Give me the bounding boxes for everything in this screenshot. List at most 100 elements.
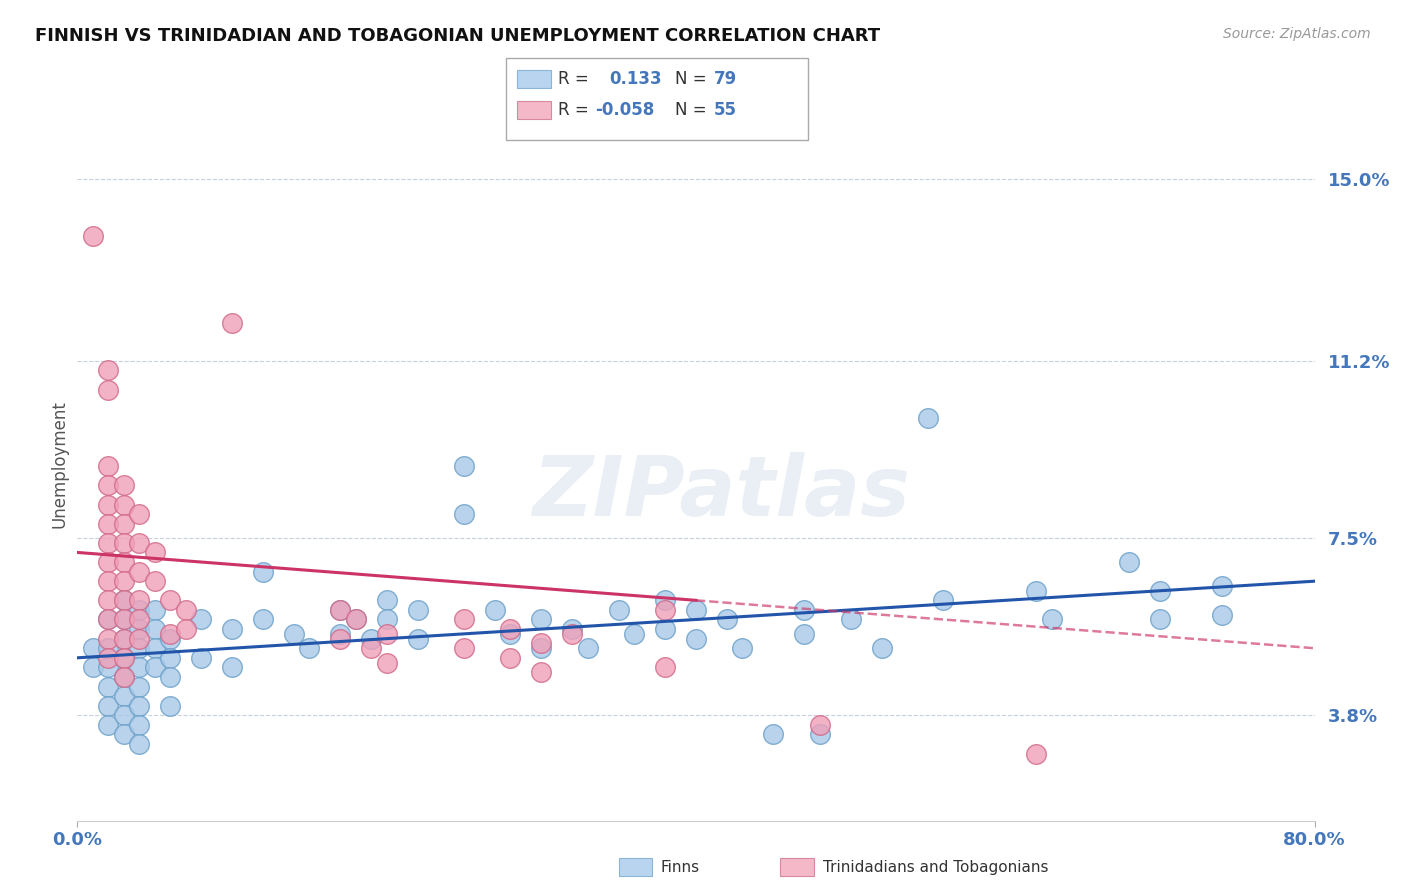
Point	[252, 565, 274, 579]
Point	[128, 612, 150, 626]
Point	[360, 632, 382, 646]
Point	[932, 593, 955, 607]
Point	[576, 641, 599, 656]
Point	[97, 718, 120, 732]
Point	[112, 593, 135, 607]
Point	[329, 603, 352, 617]
Point	[128, 593, 150, 607]
Point	[561, 627, 583, 641]
Point	[190, 650, 212, 665]
Point	[97, 612, 120, 626]
Text: ZIPatlas: ZIPatlas	[531, 452, 910, 533]
Point	[159, 650, 181, 665]
Point	[97, 459, 120, 474]
Point	[607, 603, 630, 617]
Point	[112, 650, 135, 665]
Point	[344, 612, 367, 626]
Point	[252, 612, 274, 626]
Point	[839, 612, 862, 626]
Text: 79: 79	[714, 70, 738, 88]
Point	[128, 718, 150, 732]
Point	[128, 632, 150, 646]
Point	[97, 555, 120, 569]
Point	[561, 622, 583, 636]
Point	[128, 536, 150, 550]
Point	[112, 574, 135, 589]
Point	[159, 593, 181, 607]
Point	[97, 612, 120, 626]
Point	[128, 698, 150, 713]
Text: R =: R =	[558, 70, 589, 88]
Text: Trinidadians and Tobagonians: Trinidadians and Tobagonians	[823, 860, 1047, 874]
Text: 55: 55	[714, 101, 737, 119]
Point	[221, 316, 243, 330]
Point	[97, 593, 120, 607]
Point	[793, 603, 815, 617]
Point	[499, 622, 522, 636]
Point	[1211, 579, 1233, 593]
Point	[112, 670, 135, 684]
Point	[298, 641, 321, 656]
Point	[808, 727, 831, 741]
Point	[97, 536, 120, 550]
Point	[97, 698, 120, 713]
Point	[917, 411, 939, 425]
Point	[128, 565, 150, 579]
Point	[159, 670, 181, 684]
Point	[190, 612, 212, 626]
Point	[375, 593, 398, 607]
Point	[82, 660, 104, 674]
Point	[221, 660, 243, 674]
Point	[762, 727, 785, 741]
Point	[870, 641, 893, 656]
Point	[112, 612, 135, 626]
Text: Finns: Finns	[661, 860, 700, 874]
Point	[499, 650, 522, 665]
Point	[221, 622, 243, 636]
Point	[112, 498, 135, 512]
Point	[97, 363, 120, 377]
Point	[112, 632, 135, 646]
Point	[1040, 612, 1063, 626]
Point	[112, 612, 135, 626]
Point	[97, 383, 120, 397]
Point	[112, 689, 135, 703]
Point	[112, 536, 135, 550]
Point	[654, 603, 676, 617]
Point	[329, 603, 352, 617]
Point	[128, 507, 150, 521]
Point	[1025, 583, 1047, 598]
Point	[654, 660, 676, 674]
Point	[128, 622, 150, 636]
Text: N =: N =	[675, 101, 706, 119]
Point	[530, 641, 553, 656]
Point	[97, 650, 120, 665]
Point	[97, 498, 120, 512]
Point	[406, 632, 429, 646]
Point	[143, 603, 166, 617]
Point	[82, 229, 104, 244]
Point	[128, 641, 150, 656]
Point	[344, 612, 367, 626]
Point	[97, 516, 120, 531]
Point	[112, 708, 135, 723]
Point	[623, 627, 645, 641]
Text: R =: R =	[558, 101, 589, 119]
Text: 0.133: 0.133	[609, 70, 661, 88]
Point	[97, 632, 120, 646]
Point	[530, 665, 553, 680]
Point	[530, 636, 553, 650]
Point	[1118, 555, 1140, 569]
Text: Source: ZipAtlas.com: Source: ZipAtlas.com	[1223, 27, 1371, 41]
Point	[453, 459, 475, 474]
Point	[1149, 612, 1171, 626]
Point	[143, 641, 166, 656]
Point	[97, 660, 120, 674]
Point	[654, 593, 676, 607]
Point	[128, 660, 150, 674]
Point	[112, 516, 135, 531]
Point	[406, 603, 429, 617]
Point	[112, 670, 135, 684]
Point	[453, 612, 475, 626]
Point	[97, 478, 120, 492]
